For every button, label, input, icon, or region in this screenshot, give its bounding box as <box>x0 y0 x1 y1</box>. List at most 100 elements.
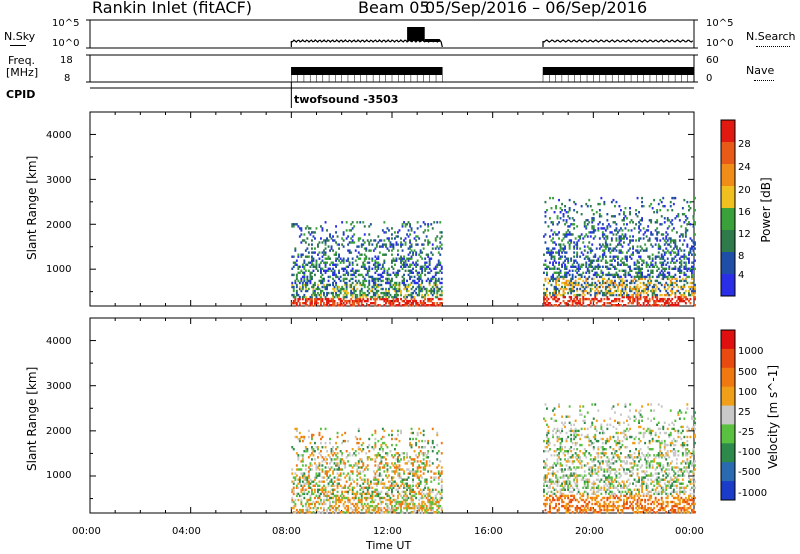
echo-cell <box>397 452 399 455</box>
echo-cell <box>330 458 333 461</box>
echo-cell <box>627 265 630 268</box>
echo-cell <box>567 415 570 418</box>
echo-cell <box>668 265 671 268</box>
echo-cell <box>624 271 627 274</box>
echo-cell <box>430 476 433 479</box>
echo-cell <box>422 492 425 496</box>
echo-cell <box>601 231 604 234</box>
echo-cell <box>356 482 359 485</box>
echo-cell <box>618 299 621 303</box>
echo-cell <box>561 500 563 504</box>
echo-cell <box>567 478 570 481</box>
echo-cell <box>374 464 377 467</box>
echo-cell <box>650 221 653 224</box>
echo-cell <box>368 279 371 283</box>
echo-cell <box>385 443 387 447</box>
echo-cell <box>372 291 375 295</box>
echo-cell <box>321 281 324 285</box>
echo-cell <box>314 476 316 479</box>
echo-cell <box>436 443 439 447</box>
echo-cell <box>348 279 351 283</box>
echo-cell <box>311 437 313 441</box>
echo-cell <box>607 249 610 252</box>
echo-cell <box>433 472 436 475</box>
echo-cell <box>377 478 380 481</box>
echo-cell <box>561 488 563 491</box>
nsky-label: N.Sky <box>4 30 36 43</box>
echo-cell <box>559 462 562 465</box>
echo-cell <box>562 281 565 285</box>
echo-cell <box>638 269 640 272</box>
nave-tick-top: 60 <box>706 55 719 66</box>
echo-cell <box>348 261 351 264</box>
echo-cell <box>553 293 556 297</box>
echo-cell <box>564 287 566 291</box>
echo-cell <box>311 277 313 281</box>
echo-cell <box>601 285 604 289</box>
echo-cell <box>333 452 336 455</box>
echo-cell <box>620 237 622 240</box>
echo-cell <box>689 287 692 291</box>
echo-cell <box>416 227 419 230</box>
echo-cell <box>366 239 369 242</box>
echo-cell <box>314 299 316 303</box>
echo-cell <box>395 271 398 274</box>
echo-cell <box>365 247 368 250</box>
echo-cell <box>317 297 319 301</box>
echo-cell <box>624 279 627 283</box>
echo-cell <box>350 482 353 485</box>
echo-cell <box>386 486 389 489</box>
echo-cell <box>336 494 339 498</box>
echo-cell <box>580 474 583 477</box>
echo-cell <box>586 482 589 485</box>
echo-cell <box>312 291 315 295</box>
echo-cell <box>392 470 395 473</box>
echo-cell <box>577 269 580 272</box>
echo-cell <box>317 245 319 248</box>
echo-cell <box>601 271 604 274</box>
echo-cell <box>392 245 395 248</box>
echo-cell <box>436 508 439 512</box>
echo-cell <box>383 297 386 301</box>
echo-cell <box>345 480 348 483</box>
echo-cell <box>612 283 615 287</box>
echo-cell <box>430 277 433 281</box>
echo-cell <box>431 304 434 307</box>
echo-cell <box>591 209 594 212</box>
echo-cell <box>312 433 315 437</box>
echo-cell <box>392 295 395 299</box>
echo-cell <box>371 257 374 260</box>
echo-cell <box>617 263 619 266</box>
echo-cell <box>638 237 640 240</box>
echo-cell <box>595 259 598 262</box>
echo-cell <box>576 243 579 246</box>
echo-cell <box>353 498 356 502</box>
echo-cell <box>626 259 628 262</box>
echo-cell <box>362 297 365 301</box>
echo-cell <box>324 287 327 291</box>
echo-cell <box>326 492 328 496</box>
echo-cell <box>412 500 414 504</box>
echo-cell <box>553 454 556 457</box>
echo-cell <box>324 494 327 498</box>
echo-cell <box>356 492 359 496</box>
echo-cell <box>339 291 342 295</box>
echo-cell <box>421 271 424 274</box>
echo-cell <box>300 255 303 258</box>
echo-cell <box>365 452 368 455</box>
echo-cell <box>579 293 582 297</box>
echo-cell <box>381 466 384 469</box>
echo-cell <box>418 304 421 307</box>
echo-cell <box>549 478 551 481</box>
echo-cell <box>356 502 359 506</box>
echo-cell <box>403 486 405 489</box>
echo-cell <box>419 299 422 303</box>
echo-cell <box>422 488 425 491</box>
echo-cell <box>544 304 547 307</box>
echo-cell <box>318 297 321 301</box>
echo-cell <box>651 253 654 256</box>
echo-cell <box>654 257 657 260</box>
echo-cell <box>347 490 350 494</box>
echo-cell <box>549 217 551 220</box>
echo-cell <box>437 470 440 473</box>
